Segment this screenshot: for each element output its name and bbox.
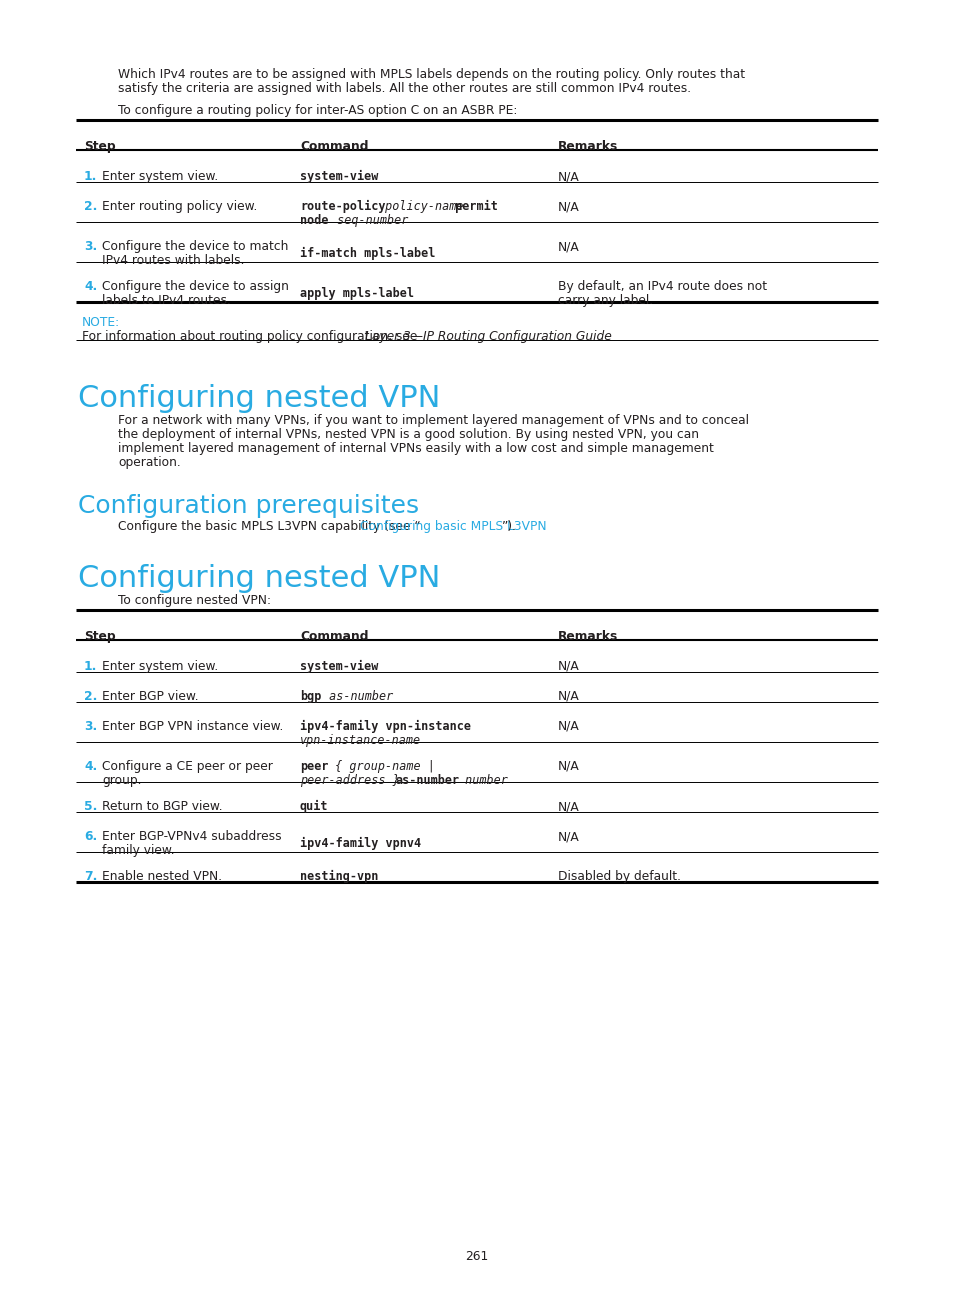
Text: as-number: as-number xyxy=(395,774,459,787)
Text: 261: 261 xyxy=(465,1251,488,1264)
Text: ipv4-family vpnv4: ipv4-family vpnv4 xyxy=(299,837,420,850)
Text: { group-name |: { group-name | xyxy=(328,759,435,772)
Text: N/A: N/A xyxy=(558,689,579,702)
Text: group.: group. xyxy=(102,774,141,787)
Text: Configuration prerequisites: Configuration prerequisites xyxy=(78,494,418,518)
Text: nesting-vpn: nesting-vpn xyxy=(299,870,378,883)
Text: Configuring nested VPN: Configuring nested VPN xyxy=(78,564,440,594)
Text: Return to BGP view.: Return to BGP view. xyxy=(102,800,222,813)
Text: Remarks: Remarks xyxy=(558,140,618,153)
Text: Enter system view.: Enter system view. xyxy=(102,170,218,183)
Text: 2.: 2. xyxy=(84,689,97,702)
Text: N/A: N/A xyxy=(558,240,579,253)
Text: if-match mpls-label: if-match mpls-label xyxy=(299,248,435,260)
Text: 7.: 7. xyxy=(84,870,97,883)
Text: satisfy the criteria are assigned with labels. All the other routes are still co: satisfy the criteria are assigned with l… xyxy=(118,82,690,95)
Text: Remarks: Remarks xyxy=(558,630,618,643)
Text: 4.: 4. xyxy=(84,759,97,772)
Text: ”).: ”). xyxy=(501,520,517,533)
Text: seq-number: seq-number xyxy=(330,214,408,227)
Text: N/A: N/A xyxy=(558,170,579,183)
Text: Enter system view.: Enter system view. xyxy=(102,660,218,673)
Text: 3.: 3. xyxy=(84,240,97,253)
Text: N/A: N/A xyxy=(558,800,579,813)
Text: 1.: 1. xyxy=(84,660,97,673)
Text: the deployment of internal VPNs, nested VPN is a good solution. By using nested : the deployment of internal VPNs, nested … xyxy=(118,428,699,441)
Text: quit: quit xyxy=(299,800,328,813)
Text: Configuring nested VPN: Configuring nested VPN xyxy=(78,384,440,413)
Text: N/A: N/A xyxy=(558,721,579,734)
Text: policy-name: policy-name xyxy=(377,200,463,213)
Text: carry any label.: carry any label. xyxy=(558,294,653,307)
Text: bgp: bgp xyxy=(299,689,321,702)
Text: Command: Command xyxy=(299,140,368,153)
Text: labels to IPv4 routes.: labels to IPv4 routes. xyxy=(102,294,231,307)
Text: NOTE:: NOTE: xyxy=(82,316,120,329)
Text: Step: Step xyxy=(84,630,115,643)
Text: For a network with many VPNs, if you want to implement layered management of VPN: For a network with many VPNs, if you wan… xyxy=(118,413,748,426)
Text: By default, an IPv4 route does not: By default, an IPv4 route does not xyxy=(558,280,766,293)
Text: Enter BGP-VPNv4 subaddress: Enter BGP-VPNv4 subaddress xyxy=(102,829,281,842)
Text: Enter routing policy view.: Enter routing policy view. xyxy=(102,200,257,213)
Text: permit: permit xyxy=(448,200,497,213)
Text: Configuring basic MPLS L3VPN: Configuring basic MPLS L3VPN xyxy=(360,520,546,533)
Text: Configure a CE peer or peer: Configure a CE peer or peer xyxy=(102,759,273,772)
Text: vpn-instance-name: vpn-instance-name xyxy=(299,734,420,746)
Text: system-view: system-view xyxy=(299,660,378,673)
Text: system-view: system-view xyxy=(299,170,378,183)
Text: To configure a routing policy for inter-AS option C on an ASBR PE:: To configure a routing policy for inter-… xyxy=(118,104,517,117)
Text: peer-address }: peer-address } xyxy=(299,774,406,787)
Text: node: node xyxy=(299,214,328,227)
Text: Enter BGP VPN instance view.: Enter BGP VPN instance view. xyxy=(102,721,283,734)
Text: For information about routing policy configuration, see: For information about routing policy con… xyxy=(82,330,421,343)
Text: N/A: N/A xyxy=(558,759,579,772)
Text: To configure nested VPN:: To configure nested VPN: xyxy=(118,594,271,607)
Text: operation.: operation. xyxy=(118,456,180,469)
Text: apply mpls-label: apply mpls-label xyxy=(299,286,414,299)
Text: family view.: family view. xyxy=(102,844,174,857)
Text: as-number: as-number xyxy=(322,689,393,702)
Text: Configure the basic MPLS L3VPN capability (see “: Configure the basic MPLS L3VPN capabilit… xyxy=(118,520,420,533)
Text: 3.: 3. xyxy=(84,721,97,734)
Text: IPv4 routes with labels.: IPv4 routes with labels. xyxy=(102,254,244,267)
Text: number: number xyxy=(457,774,507,787)
Text: 6.: 6. xyxy=(84,829,97,842)
Text: ipv4-family vpn-instance: ipv4-family vpn-instance xyxy=(299,721,471,734)
Text: Step: Step xyxy=(84,140,115,153)
Text: N/A: N/A xyxy=(558,200,579,213)
Text: .: . xyxy=(557,330,560,343)
Text: N/A: N/A xyxy=(558,829,579,842)
Text: Configure the device to match: Configure the device to match xyxy=(102,240,288,253)
Text: N/A: N/A xyxy=(558,660,579,673)
Text: Configure the device to assign: Configure the device to assign xyxy=(102,280,289,293)
Text: Enter BGP view.: Enter BGP view. xyxy=(102,689,198,702)
Text: 4.: 4. xyxy=(84,280,97,293)
Text: Which IPv4 routes are to be assigned with MPLS labels depends on the routing pol: Which IPv4 routes are to be assigned wit… xyxy=(118,67,744,80)
Text: peer: peer xyxy=(299,759,328,772)
Text: Disabled by default.: Disabled by default. xyxy=(558,870,680,883)
Text: 2.: 2. xyxy=(84,200,97,213)
Text: 5.: 5. xyxy=(84,800,97,813)
Text: Layer 3—IP Routing Configuration Guide: Layer 3—IP Routing Configuration Guide xyxy=(364,330,611,343)
Text: 1.: 1. xyxy=(84,170,97,183)
Text: implement layered management of internal VPNs easily with a low cost and simple : implement layered management of internal… xyxy=(118,442,713,455)
Text: Command: Command xyxy=(299,630,368,643)
Text: route-policy: route-policy xyxy=(299,200,385,213)
Text: Enable nested VPN.: Enable nested VPN. xyxy=(102,870,222,883)
